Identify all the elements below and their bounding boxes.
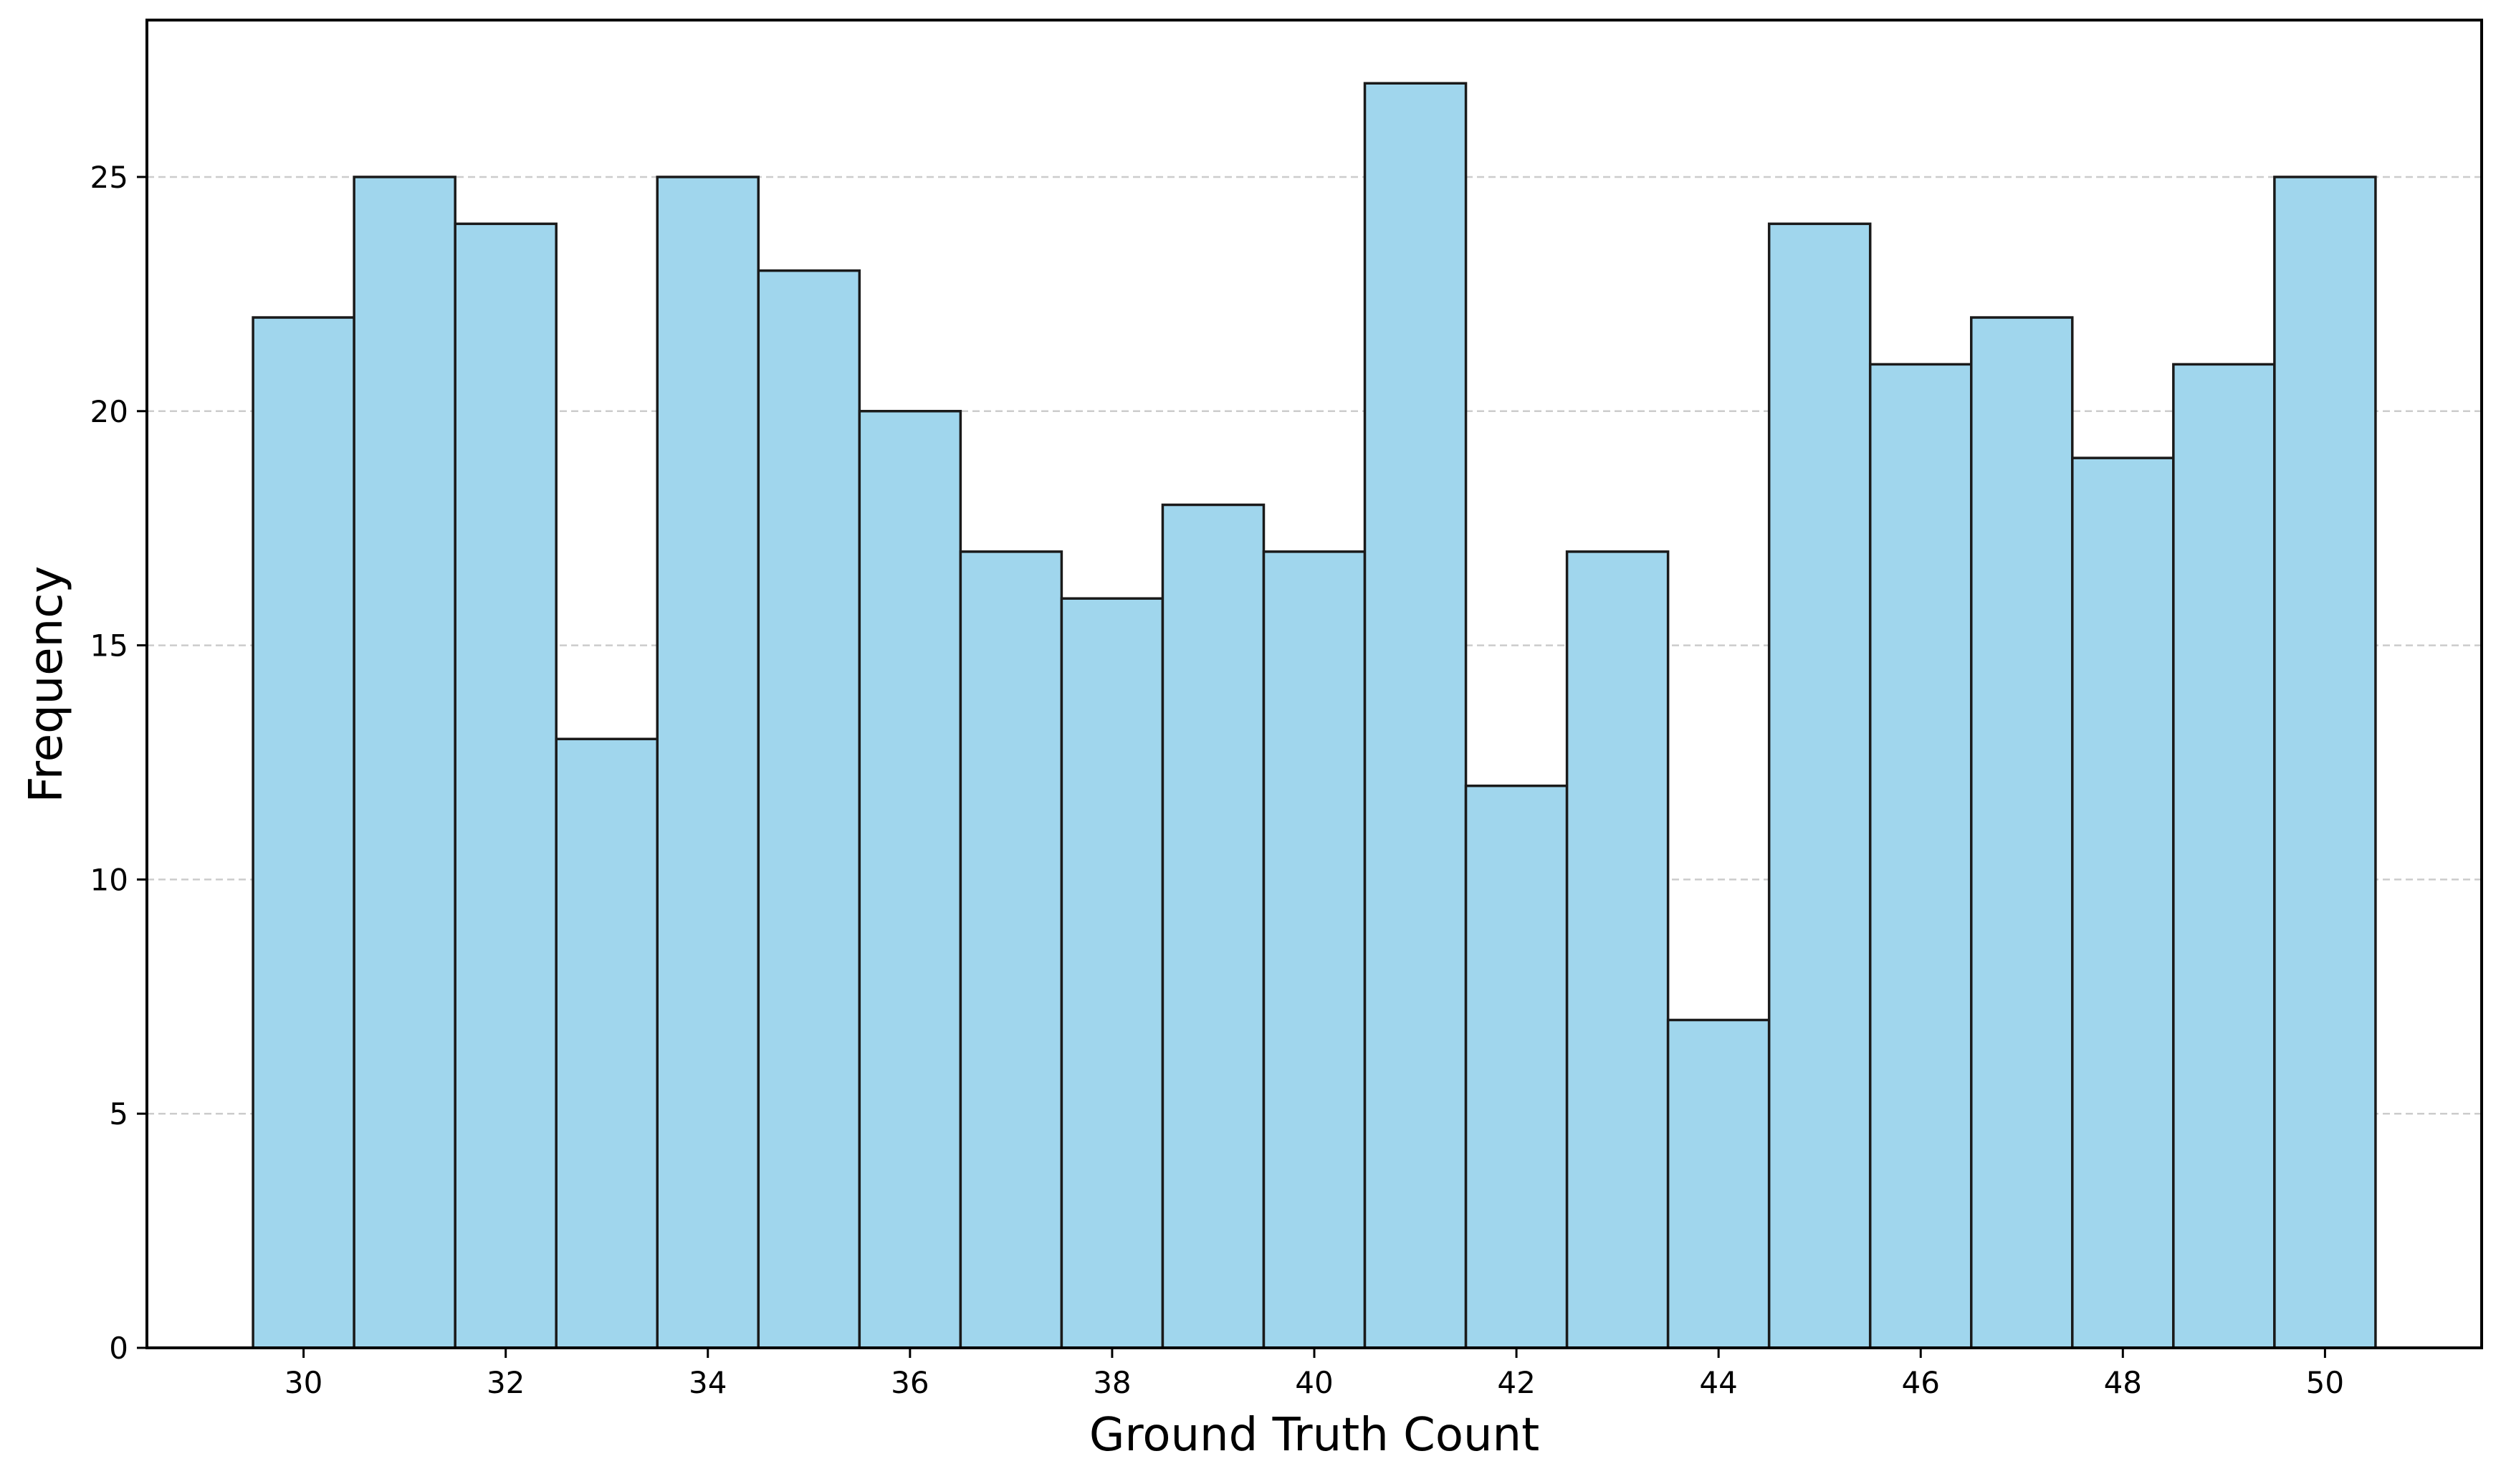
- histogram-bar: [959, 550, 1063, 1349]
- histogram-bar: [555, 737, 659, 1349]
- histogram-bar: [1970, 316, 2074, 1349]
- histogram-bar: [454, 222, 558, 1349]
- y-axis-label: Frequency: [20, 566, 73, 803]
- y-tick-label: 10: [90, 862, 128, 897]
- x-tick-label: 48: [2104, 1365, 2142, 1400]
- x-tick-label: 36: [891, 1365, 929, 1400]
- histogram-bar: [1666, 1018, 1771, 1349]
- x-axis-ticks: 30 32 34 36 38 40 42 44 46 48 50: [284, 1348, 2344, 1400]
- y-tick-label: 25: [90, 160, 128, 195]
- histogram-bar: [1565, 550, 1670, 1349]
- x-tick-label: 50: [2306, 1365, 2344, 1400]
- x-tick-label: 42: [1497, 1365, 1535, 1400]
- x-tick-label: 44: [1699, 1365, 1737, 1400]
- histogram-bar: [252, 316, 355, 1349]
- histogram-bar: [353, 176, 456, 1349]
- histogram-bar: [858, 410, 962, 1349]
- y-tick-label: 5: [109, 1096, 128, 1131]
- x-tick-label: 46: [1902, 1365, 1940, 1400]
- histogram-bar: [757, 269, 861, 1349]
- histogram-bar: [1262, 550, 1367, 1349]
- histogram-bar: [2273, 176, 2377, 1349]
- x-axis-label: Ground Truth Count: [1089, 1409, 1539, 1462]
- histogram-bar: [1363, 82, 1468, 1349]
- histogram-bar: [2172, 363, 2276, 1349]
- histogram-bar: [1464, 784, 1569, 1349]
- x-tick-label: 30: [284, 1365, 322, 1400]
- histogram-bars: [252, 82, 2377, 1349]
- x-tick-label: 40: [1295, 1365, 1333, 1400]
- x-tick-label: 38: [1093, 1365, 1131, 1400]
- x-tick-label: 32: [487, 1365, 525, 1400]
- x-tick-label: 34: [689, 1365, 727, 1400]
- y-tick-label: 0: [109, 1331, 128, 1366]
- histogram-bar: [1060, 597, 1165, 1349]
- histogram-bar: [2071, 456, 2175, 1349]
- histogram-bar: [1767, 222, 1872, 1349]
- y-tick-label: 15: [90, 628, 128, 664]
- histogram-bar: [656, 176, 760, 1349]
- histogram-bar: [1868, 363, 1973, 1349]
- y-axis-ticks: 0 5 10 15 20 25: [90, 160, 147, 1366]
- histogram-bar: [1161, 503, 1266, 1349]
- y-tick-label: 20: [90, 394, 128, 429]
